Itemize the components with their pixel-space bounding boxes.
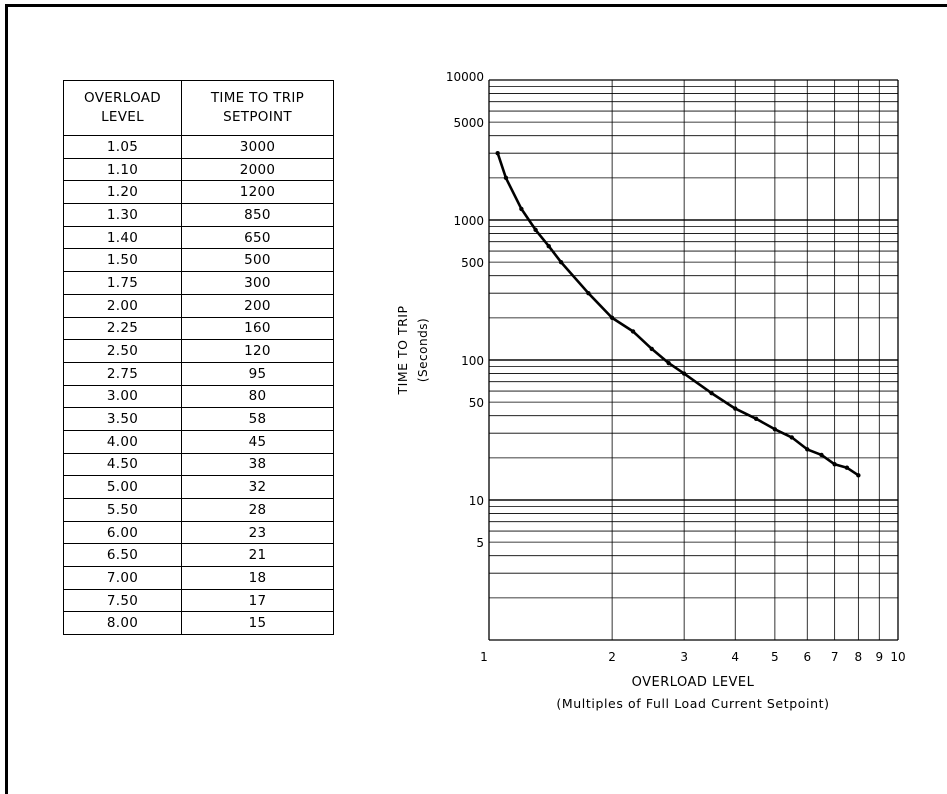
data-point [681,371,687,376]
overload-level-cell: 5.50 [63,498,182,522]
chart-grid [488,79,899,641]
y-axis-sublabel: (Seconds) [416,318,430,382]
y-tick-label: 50 [469,396,484,410]
overload-level-cell: 2.50 [63,339,182,363]
data-point [856,473,861,478]
data-point [819,452,824,458]
y-tick-label: 5 [476,536,484,550]
table-row: 8.00 15 [63,611,334,636]
table-row: 3.50 58 [63,407,334,431]
overload-table: OVERLOAD LEVEL TIME TO TRIP SETPOINT 1.0… [63,80,334,636]
y-tick-label: 1000 [453,214,484,228]
header-time-to-trip: TIME TO TRIP SETPOINT [181,80,334,136]
overload-level-cell: 7.00 [63,566,182,590]
table-row: 4.00 45 [63,429,334,454]
data-point [753,416,759,422]
table-body: 1.05 3000 1.10 2000 1.20 1200 1.30 850 1.40 650 1.… [63,135,334,636]
data-point [533,227,538,233]
data-point [519,206,524,212]
data-point [546,243,551,249]
x-tick-label: 2 [608,650,616,664]
y-tick-labels: 10000 5000 1000 500 100 50 10 5 [446,70,484,550]
overload-level-cell: 1.20 [63,180,182,205]
table-row: 2.50 120 [63,339,334,363]
overload-level-cell: 5.00 [63,475,182,499]
y-tick-label: 100 [461,354,484,368]
data-point [666,360,671,366]
table-row: 2.75 95 [63,361,334,386]
header-overload-level: OVERLOAD LEVEL [63,80,182,136]
data-point [832,462,837,467]
data-point [558,259,564,265]
table-row: 1.20 1200 [63,180,334,205]
data-point [709,390,714,396]
overload-level-cell: 2.75 [63,361,182,386]
trip-curve-chart: 10000 5000 1000 500 100 50 10 5 1 2 3 4 5 6 7 8 9 10 OVE… [395,70,906,711]
x-tick-label: 3 [680,650,688,664]
time-to-trip-cell: 45 [181,429,334,454]
overload-level-cell: 2.25 [63,316,182,341]
y-tick-label: 5000 [453,116,484,130]
table-row: 2.00 200 [63,293,334,318]
x-tick-label: 7 [831,650,839,664]
time-to-trip-cell: 58 [181,407,334,431]
data-point [805,447,810,452]
y-tick-label: 10 [469,494,484,508]
x-tick-label: 9 [875,650,883,664]
y-tick-label: 500 [461,256,484,270]
data-point [772,427,778,432]
table-row: 1.75 300 [63,271,334,295]
x-axis-sublabel: (Multiples of Full Load Current Setpoint… [556,696,829,711]
x-tick-label: 6 [803,650,811,664]
x-tick-labels: 1 2 3 4 5 6 7 8 9 10 [480,650,905,664]
data-point [844,465,850,470]
overload-level-cell: 8.00 [63,611,182,636]
x-tick-label: 1 [480,650,488,664]
x-tick-label: 8 [855,650,863,664]
trip-curve-line [496,151,860,477]
overload-level-cell: 3.50 [63,407,182,431]
data-point [789,435,795,440]
time-to-trip-cell: 15 [181,611,334,636]
y-axis-label: TIME TO TRIP [395,306,410,396]
x-tick-label: 4 [731,650,739,664]
x-axis-label: OVERLOAD LEVEL [632,675,755,690]
x-tick-label: 5 [771,650,779,664]
table-row: 4.50 38 [63,452,334,477]
y-tick-label: 10000 [446,70,484,84]
time-to-trip-cell: 300 [181,271,334,295]
data-point [586,291,591,296]
data-point [503,175,509,181]
table-header-row: OVERLOAD LEVEL TIME TO TRIP SETPOINT [63,80,334,136]
table-row: 2.25 160 [63,316,334,341]
data-point [495,151,500,156]
table-row: 7.50 17 [63,588,334,613]
data-point [630,329,636,334]
x-tick-label: 10 [890,650,905,664]
table-row: 6.50 21 [63,543,334,568]
data-point [649,346,654,352]
data-point [733,406,738,411]
trip-curve [495,151,861,478]
page-frame [5,4,947,794]
data-point [609,315,615,321]
table-row: 1.40 650 [63,225,334,250]
time-to-trip-cell: 120 [181,339,334,363]
